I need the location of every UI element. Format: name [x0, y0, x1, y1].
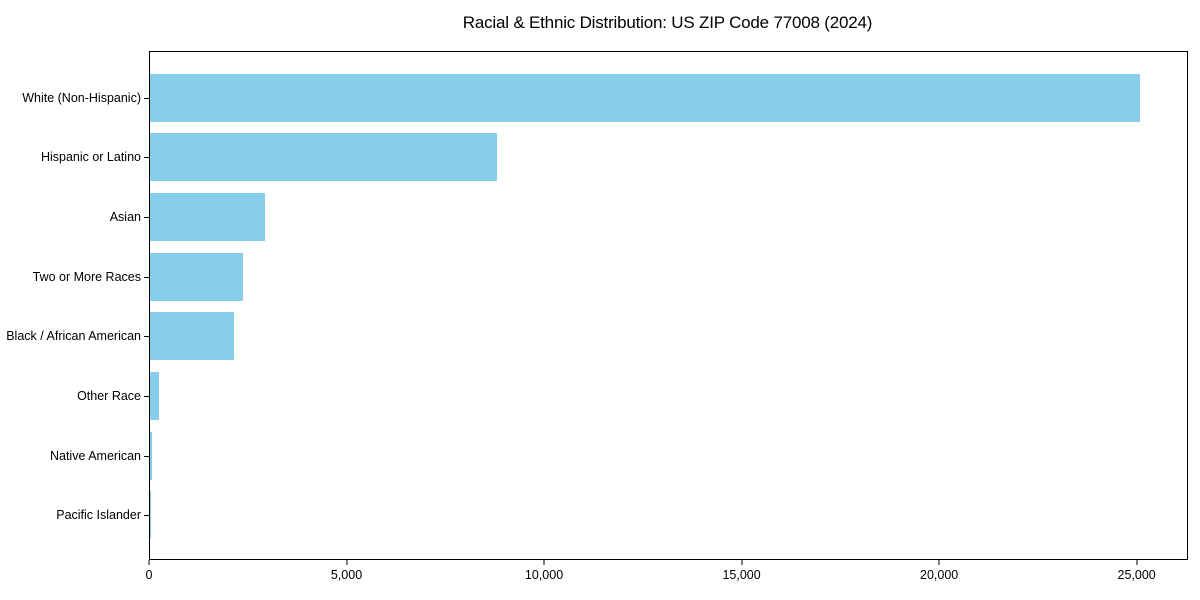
- chart-title: Racial & Ethnic Distribution: US ZIP Cod…: [462, 13, 873, 32]
- bar-row: Asian: [110, 187, 1187, 247]
- y-axis-tick: [144, 157, 149, 159]
- x-tick-mark: [148, 560, 150, 565]
- bar-row: White (Non-Hispanic): [22, 68, 1187, 128]
- x-tick-label: 25,000: [1117, 568, 1156, 582]
- y-tick-label: Black / African American: [6, 329, 141, 344]
- y-tick-label: Native American: [49, 448, 141, 463]
- y-axis-tick: [144, 97, 149, 99]
- y-tick-label: Two or More Races: [32, 269, 141, 284]
- y-axis-tick: [144, 276, 149, 278]
- bar: [150, 193, 266, 242]
- bar-row: Black / African American: [6, 307, 1187, 367]
- bar: [150, 431, 152, 480]
- x-tick-mark: [346, 560, 348, 565]
- x-axis: 0 5,000 10,000 15,000 20,000 25,000: [145, 559, 1188, 593]
- y-tick-label: Hispanic or Latino: [40, 150, 141, 165]
- bar-row: Two or More Races: [33, 247, 1187, 307]
- x-tick-label: 20,000: [919, 568, 959, 582]
- bar: [150, 312, 234, 361]
- y-axis-tick: [144, 455, 149, 457]
- bar: [150, 133, 497, 182]
- y-axis-tick: [144, 395, 149, 397]
- y-axis-tick: [144, 336, 149, 338]
- bar: [150, 491, 151, 540]
- y-tick-label: Other Race: [77, 388, 141, 403]
- bar-row: Hispanic or Latino: [41, 128, 1187, 188]
- x-tick-label: 15,000: [722, 568, 761, 582]
- x-tick-mark: [938, 560, 940, 565]
- bar: [150, 371, 160, 420]
- bar-row: Native American: [50, 426, 1187, 486]
- bar: [150, 73, 1140, 122]
- x-tick-mark: [1136, 560, 1138, 565]
- x-tick-label: 10,000: [524, 568, 564, 582]
- bars-container: White (Non-Hispanic) Hispanic or Latino As…: [6, 52, 1187, 559]
- y-axis-tick: [144, 217, 149, 219]
- bar: [150, 252, 244, 301]
- x-tick-label: 5,000: [330, 568, 363, 582]
- y-tick-label: Asian: [109, 210, 141, 225]
- bar-row: Pacific Islander: [56, 485, 1187, 545]
- x-tick-label: 0: [145, 568, 153, 582]
- x-tick-mark: [543, 560, 545, 565]
- plot-area: White (Non-Hispanic) Hispanic or Latino As…: [6, 51, 1188, 582]
- x-tick-mark: [741, 560, 743, 565]
- y-tick-label: White (Non-Hispanic): [22, 90, 141, 105]
- bar-row: Other Race: [77, 366, 1187, 426]
- y-axis-tick: [144, 515, 149, 517]
- y-tick-label: Pacific Islander: [56, 508, 141, 523]
